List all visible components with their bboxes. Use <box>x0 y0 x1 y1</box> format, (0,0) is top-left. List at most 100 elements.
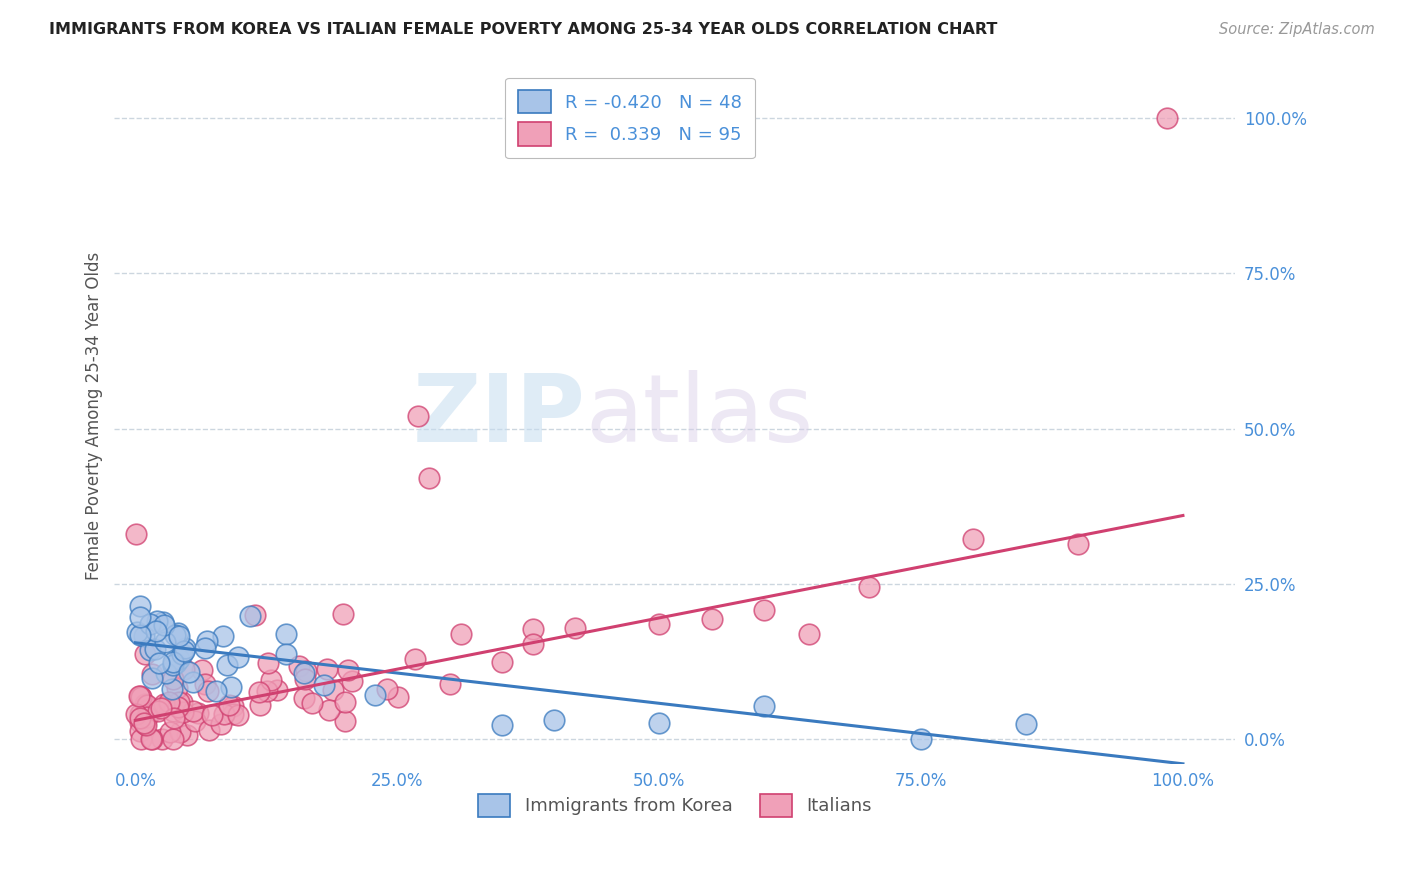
Point <box>129 628 152 642</box>
Point <box>166 681 188 696</box>
Point <box>287 658 309 673</box>
Point <box>129 690 152 704</box>
Point <box>167 695 190 709</box>
Point <box>312 678 335 692</box>
Point <box>1015 717 1038 731</box>
Point <box>162 658 184 673</box>
Point <box>752 603 775 617</box>
Point <box>187 706 209 720</box>
Text: ZIP: ZIP <box>412 370 585 462</box>
Point <box>194 641 217 656</box>
Point <box>177 665 200 680</box>
Point <box>149 701 172 715</box>
Point <box>128 711 150 725</box>
Point <box>858 581 880 595</box>
Point <box>249 698 271 712</box>
Point <box>125 707 148 722</box>
Point <box>276 647 298 661</box>
Point <box>141 705 163 719</box>
Point <box>648 616 671 631</box>
Point <box>157 695 180 709</box>
Point <box>125 625 148 640</box>
Point <box>404 652 426 666</box>
Point <box>700 612 723 626</box>
Point <box>141 731 163 746</box>
Point <box>195 633 218 648</box>
Point <box>190 663 212 677</box>
Point <box>157 698 180 712</box>
Point <box>152 697 174 711</box>
Point <box>197 683 219 698</box>
Point <box>218 698 240 713</box>
Point <box>256 684 278 698</box>
Point <box>212 706 235 721</box>
Point <box>172 705 194 719</box>
Point <box>134 715 156 730</box>
Point <box>134 717 156 731</box>
Point <box>292 665 315 680</box>
Point <box>219 680 242 694</box>
Point <box>170 695 193 709</box>
Point <box>1156 111 1178 125</box>
Point <box>491 718 513 732</box>
Point <box>406 409 429 424</box>
Point <box>163 711 186 725</box>
Point <box>129 609 152 624</box>
Point <box>211 629 233 643</box>
Point <box>333 714 356 729</box>
Point <box>274 627 297 641</box>
Point <box>134 697 156 711</box>
Point <box>209 717 232 731</box>
Point <box>148 657 170 671</box>
Point <box>162 704 184 718</box>
Point <box>543 713 565 727</box>
Point <box>162 672 184 686</box>
Point <box>173 644 195 658</box>
Point <box>136 698 159 712</box>
Point <box>176 728 198 742</box>
Point <box>335 695 357 709</box>
Point <box>318 703 340 717</box>
Point <box>450 627 472 641</box>
Point <box>125 527 148 541</box>
Point <box>322 682 344 697</box>
Point <box>364 688 387 702</box>
Point <box>155 666 177 681</box>
Point <box>139 731 162 746</box>
Point <box>162 731 184 746</box>
Point <box>165 656 187 670</box>
Legend: Immigrants from Korea, Italians: Immigrants from Korea, Italians <box>471 787 879 824</box>
Point <box>167 629 190 643</box>
Point <box>294 672 316 686</box>
Point <box>491 655 513 669</box>
Point <box>152 615 174 630</box>
Point <box>522 623 544 637</box>
Point <box>166 625 188 640</box>
Point <box>167 652 190 666</box>
Point <box>226 649 249 664</box>
Point <box>129 707 152 722</box>
Point <box>129 724 152 739</box>
Point <box>166 700 188 714</box>
Text: IMMIGRANTS FROM KOREA VS ITALIAN FEMALE POVERTY AMONG 25-34 YEAR OLDS CORRELATIO: IMMIGRANTS FROM KOREA VS ITALIAN FEMALE … <box>49 22 998 37</box>
Point <box>153 635 176 649</box>
Point <box>173 661 195 675</box>
Point <box>181 675 204 690</box>
Point <box>217 657 239 672</box>
Point <box>174 641 197 656</box>
Text: Source: ZipAtlas.com: Source: ZipAtlas.com <box>1219 22 1375 37</box>
Point <box>129 715 152 730</box>
Point <box>294 664 316 678</box>
Point <box>129 690 152 705</box>
Point <box>387 690 409 705</box>
Point <box>194 677 217 691</box>
Point <box>962 532 984 546</box>
Point <box>377 682 399 697</box>
Point <box>143 642 166 657</box>
Point <box>564 621 586 635</box>
Point <box>181 704 204 718</box>
Point <box>153 618 176 632</box>
Point <box>128 690 150 704</box>
Point <box>648 716 671 731</box>
Point <box>201 708 224 723</box>
